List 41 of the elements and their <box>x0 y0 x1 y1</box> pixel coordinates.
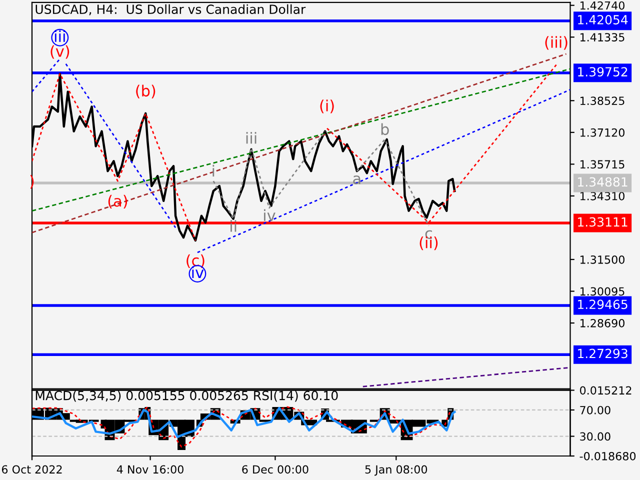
line-series <box>32 406 456 438</box>
annotation: (a) <box>108 194 128 209</box>
y-tick-label: 1.41335 <box>580 33 624 42</box>
ref-line-label: 1.42054 <box>578 15 628 24</box>
ref-line-label: 1.34881 <box>578 177 628 187</box>
ref-line-label: 1.27293 <box>578 348 628 358</box>
x-tick-label: 6 Oct 2022 <box>2 465 62 474</box>
annotation: (iii) <box>545 36 568 50</box>
annotation: b <box>381 123 389 136</box>
y-tick-label: 1.38525 <box>580 96 624 106</box>
annotation: (b) <box>136 84 156 98</box>
annotation: iv <box>192 266 204 278</box>
annotation: iv <box>264 209 276 221</box>
line-series <box>212 130 326 220</box>
x-tick-label: 4 Nov 16:00 <box>116 465 184 474</box>
y-tick-label: 1.35715 <box>580 160 624 169</box>
line-series <box>32 406 452 448</box>
annotation: iii <box>54 30 65 42</box>
chart-title: USDCAD, H4: US Dollar vs Canadian Dollar <box>36 4 306 16</box>
y-tick-label: 1.30095 <box>580 287 624 296</box>
y-tick-label: 1.42740 <box>580 1 624 10</box>
x-tick-label: 6 Dec 00:00 <box>242 465 308 474</box>
ref-line-label: 1.39752 <box>578 67 628 77</box>
annotation: (ii) <box>420 236 438 250</box>
annotation: a <box>353 176 360 184</box>
y-tick-label: 1.34310 <box>580 192 624 200</box>
ref-line-label: 1.29465 <box>578 300 628 310</box>
annotation: (v) <box>50 45 70 59</box>
ref-line-label: 1.33111 <box>578 217 628 227</box>
y-tick-label: 1.37120 <box>580 128 624 137</box>
annotation: i <box>212 164 214 176</box>
annotation: (i) <box>320 100 334 114</box>
annotation: iii <box>246 132 256 144</box>
chart-title: MACD(5,34,5) 0.005155 0.005265 RSI(14) 60.10 <box>36 390 338 402</box>
y2-tick-label: 70.00 <box>580 406 610 414</box>
y2-tick-label: 30.00 <box>580 432 610 441</box>
y-tick-label: 1.31500 <box>580 255 624 264</box>
y-tick-label: 0.015212 <box>580 386 632 395</box>
y-tick-label: -0.018680 <box>580 452 636 460</box>
y-tick-label: 1.28690 <box>580 318 624 328</box>
x-tick-label: 5 Jan 08:00 <box>365 465 428 476</box>
